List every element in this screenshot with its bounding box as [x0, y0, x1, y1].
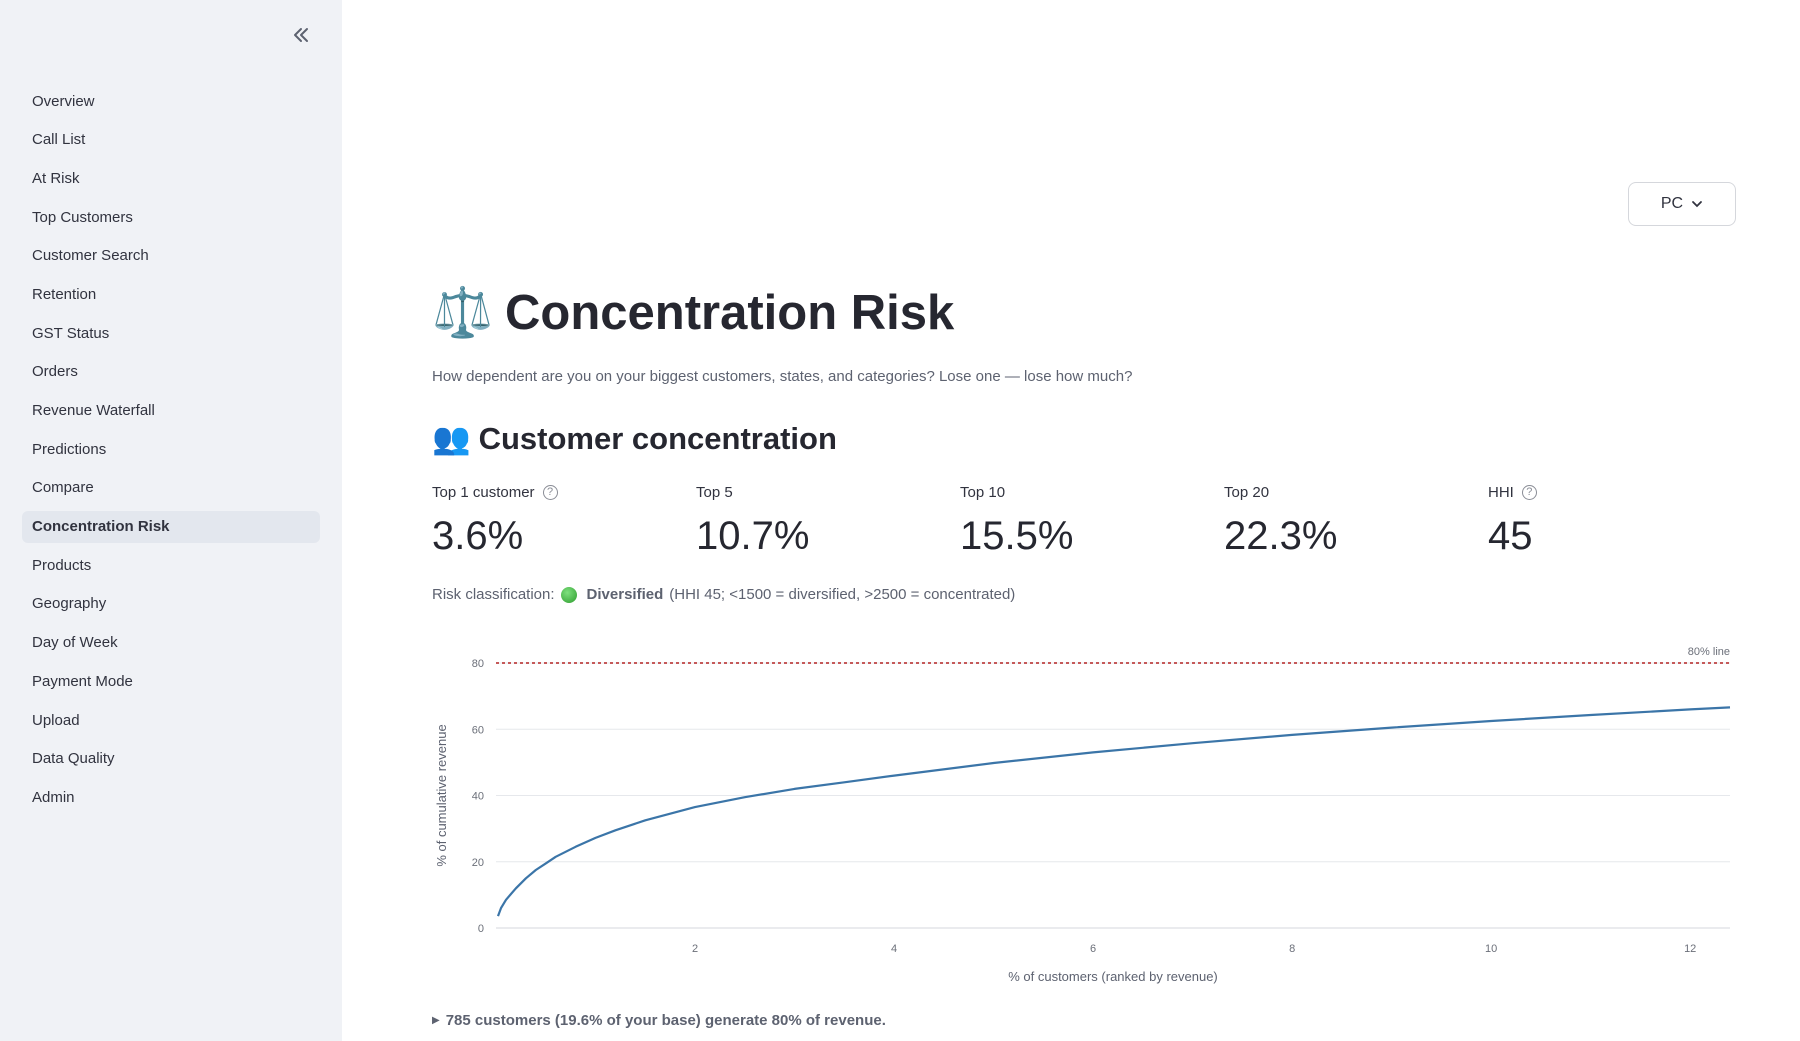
sidebar-item[interactable]: Call List: [32, 131, 86, 149]
metric-card: Top 10 15.5%: [960, 482, 1200, 559]
metric-label-text: Top 5: [696, 483, 733, 501]
section-title-text: Customer concentration: [478, 420, 837, 456]
dataset-selector-value: PC: [1660, 195, 1684, 212]
sidebar-nav: Overview Call List At Risk Top Customers Cus…: [22, 85, 320, 820]
metric-value: 22.3%: [1224, 514, 1338, 558]
metric-label: Top 1 customer?: [432, 482, 672, 502]
sidebar-item[interactable]: Data Quality: [32, 750, 115, 768]
help-icon[interactable]: ?: [1521, 484, 1537, 500]
y-axis-label: % of cumulative revenue: [434, 724, 449, 866]
x-tick-label: 4: [891, 943, 897, 955]
page-title-text: Concentration Risk: [505, 285, 955, 340]
metric-label-text: Top 1 customer: [432, 483, 535, 501]
scales-icon: ⚖️: [432, 286, 494, 340]
sidebar-item[interactable]: Payment Mode: [32, 672, 133, 690]
x-tick-label: 12: [1684, 943, 1696, 955]
risk-level: Diversified: [586, 586, 664, 603]
metric-value: 45: [1488, 514, 1533, 558]
y-tick-label: 0: [478, 923, 484, 935]
x-tick-label: 10: [1485, 943, 1497, 955]
sidebar-item[interactable]: Day of Week: [32, 634, 118, 652]
help-icon[interactable]: ?: [542, 484, 558, 500]
footnote-expander[interactable]: ▶ 785 customers (19.6% of your base) gen…: [432, 1012, 886, 1029]
section-title: 👥 Customer concentration: [432, 420, 837, 457]
sidebar-item[interactable]: Overview: [32, 92, 95, 110]
reference-line-label: 80% line: [1688, 646, 1730, 658]
x-tick-label: 8: [1289, 943, 1295, 955]
risk-classification: Risk classification: Diversified (HHI 45…: [432, 586, 1015, 603]
metric-label-text: Top 20: [1224, 483, 1270, 501]
metric-label-text: Top 10: [960, 483, 1006, 501]
metric-value: 15.5%: [960, 514, 1074, 558]
sidebar-item[interactable]: Top Customers: [32, 208, 133, 226]
metric-value: 10.7%: [696, 514, 810, 558]
metric-value: 3.6%: [432, 514, 524, 558]
sidebar-item[interactable]: GST Status: [32, 324, 110, 342]
series-line: [496, 706, 1731, 917]
sidebar-item[interactable]: Geography: [32, 595, 107, 613]
sidebar-item[interactable]: Compare: [32, 479, 94, 497]
metric-label: Top 20: [1224, 482, 1464, 502]
y-tick-label: 60: [472, 724, 484, 736]
sidebar-item[interactable]: At Risk: [32, 169, 80, 187]
main-content: PC ⚖️ Concentration Risk How dependent a…: [342, 0, 1800, 1041]
sidebar-item[interactable]: Admin: [32, 788, 75, 806]
y-tick-label: 80: [472, 658, 484, 670]
footnote-text: 785 customers (19.6% of your base) gener…: [445, 1012, 886, 1029]
concentration-chart: 0 20 40 60 80 2 4 6 8 10 12 80% line % of customers …: [434, 646, 1731, 984]
dataset-selector[interactable]: PC: [1628, 182, 1736, 226]
metric-label: Top 5: [696, 482, 936, 502]
sidebar: Overview Call List At Risk Top Customers Cus…: [0, 0, 342, 1041]
page-title: ⚖️ Concentration Risk: [432, 284, 954, 341]
y-tick-label: 20: [472, 857, 484, 869]
people-icon: 👥: [432, 421, 471, 456]
page-subtitle: How dependent are you on your biggest cu…: [432, 368, 1133, 385]
sidebar-item[interactable]: Products: [32, 556, 92, 574]
sidebar-item[interactable]: Customer Search: [32, 247, 149, 265]
sidebar-item[interactable]: Upload: [32, 711, 80, 729]
x-axis-label: % of customers (ranked by revenue): [1008, 969, 1218, 984]
x-tick-label: 2: [692, 943, 698, 955]
sidebar-item[interactable]: Retention: [32, 285, 97, 303]
triangle-right-icon: ▶: [432, 1015, 440, 1026]
sidebar-item[interactable]: Revenue Waterfall: [32, 402, 155, 419]
metric-label-text: HHI: [1488, 483, 1514, 501]
y-tick-label: 40: [472, 791, 484, 803]
x-tick-label: 6: [1090, 943, 1096, 955]
green-circle-icon: [560, 586, 577, 603]
metric-card: Top 1 customer? 3.6%: [432, 482, 672, 559]
sidebar-item[interactable]: Predictions: [32, 440, 107, 458]
sidebar-item[interactable]: Concentration Risk: [22, 510, 320, 543]
risk-detail: (HHI 45; <1500 = diversified, >2500 = co…: [669, 586, 1016, 603]
collapse-sidebar-icon[interactable]: [286, 20, 316, 50]
metric-card: HHI? 45: [1488, 482, 1728, 559]
risk-prefix: Risk classification:: [432, 586, 555, 603]
metric-card: Top 5 10.7%: [696, 482, 936, 559]
chevron-down-icon: [1692, 201, 1703, 208]
metric-label: HHI?: [1488, 482, 1728, 502]
metric-label: Top 10: [960, 482, 1200, 502]
sidebar-item[interactable]: Orders: [32, 363, 78, 381]
metric-card: Top 20 22.3%: [1224, 482, 1464, 559]
